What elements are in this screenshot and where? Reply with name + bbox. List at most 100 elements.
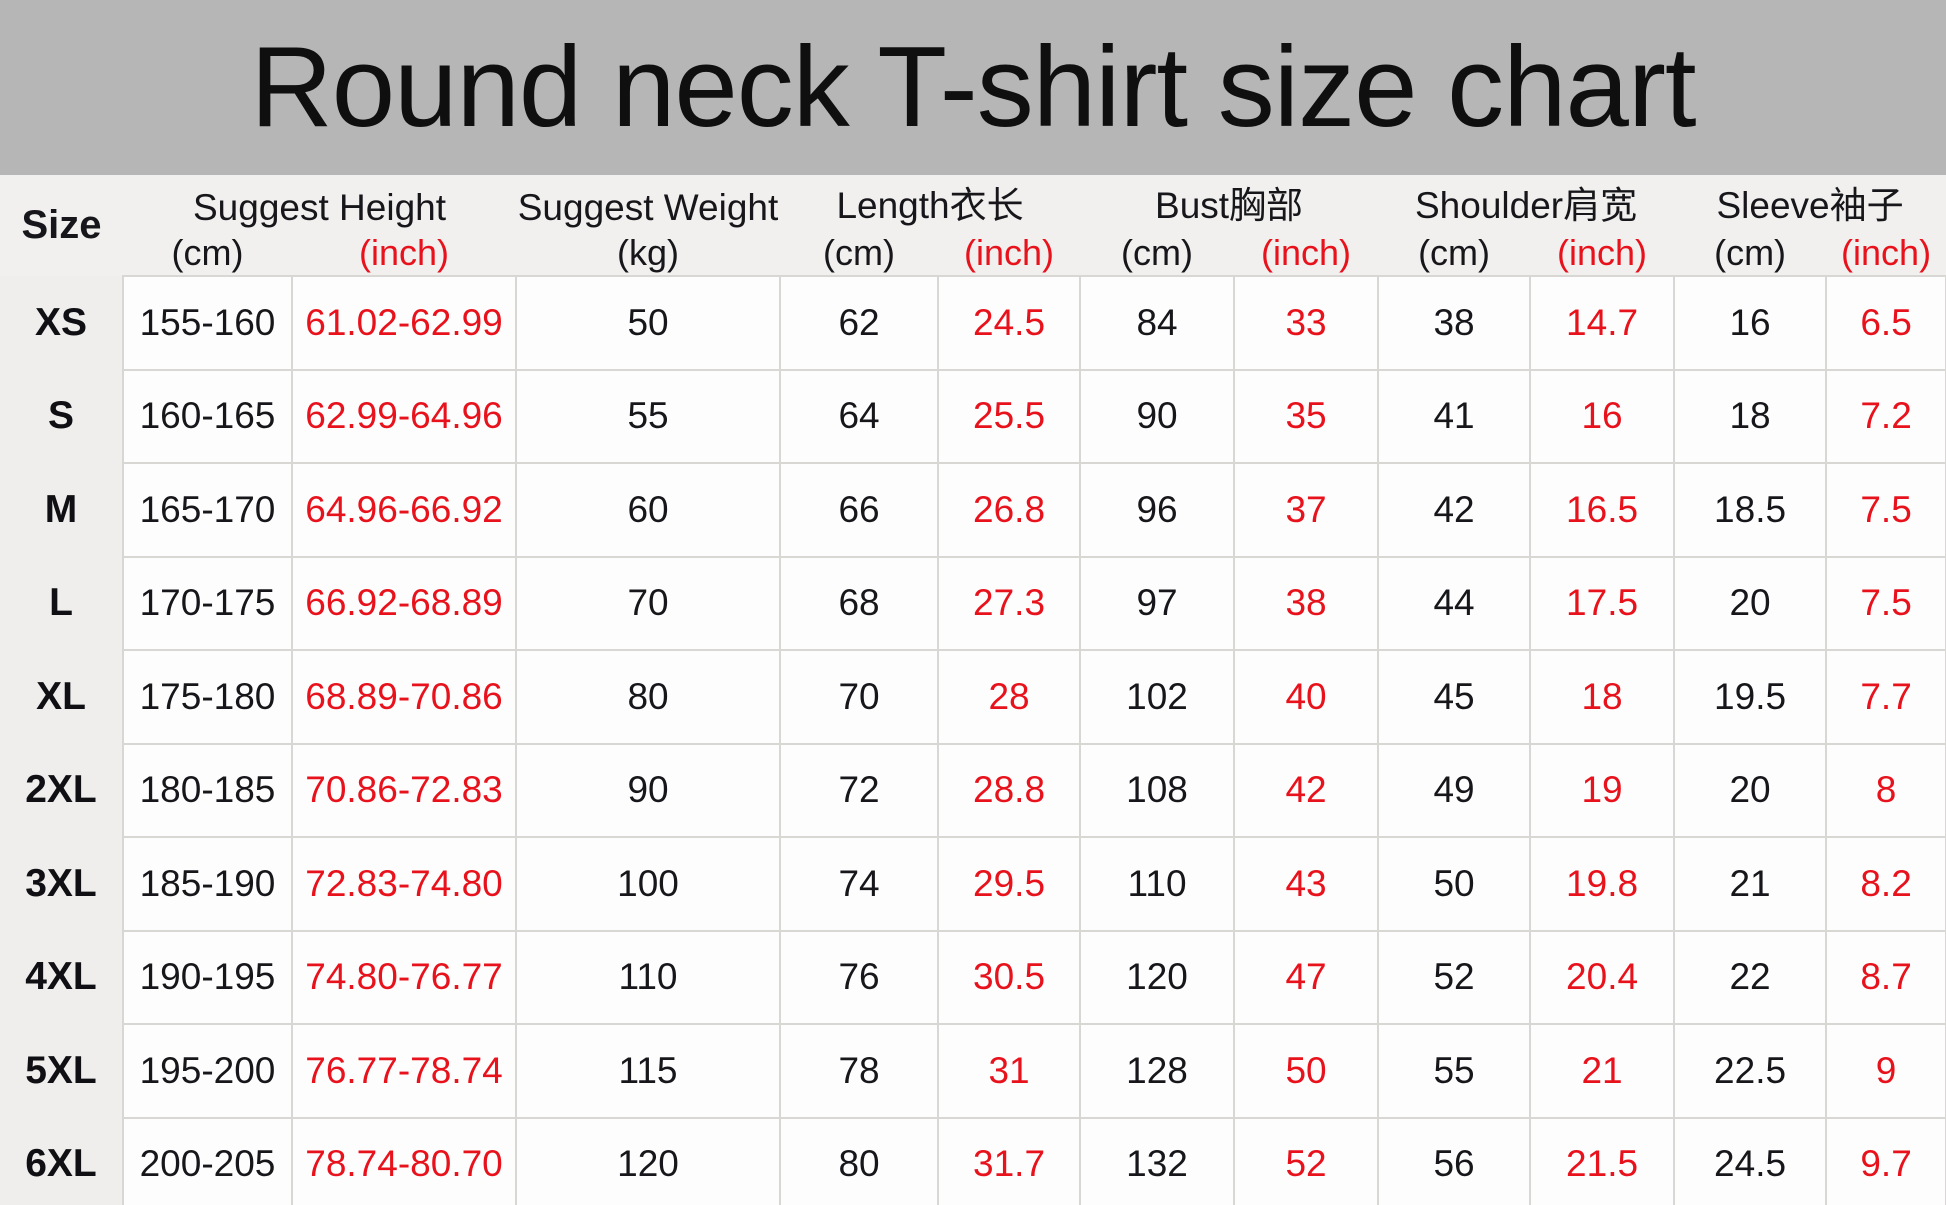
table-row-5xl: 5XL 195-200 76.77-78.74 115 78 31 128 50 55 21 22.… xyxy=(0,1023,1946,1119)
data-cell: 19 xyxy=(1529,742,1676,838)
data-cell: 68.89-70.86 xyxy=(290,649,518,745)
data-cell: 49 xyxy=(1377,742,1532,838)
data-cell: 195-200 xyxy=(122,1023,293,1119)
data-cell: 16 xyxy=(1673,275,1828,371)
data-cell: 70.86-72.83 xyxy=(290,742,518,838)
size-cell: 4XL xyxy=(0,930,123,1024)
size-cell: M xyxy=(0,463,123,557)
data-cell: 70 xyxy=(779,649,940,745)
data-cell: 42 xyxy=(1233,742,1380,838)
size-cell: 6XL xyxy=(0,1117,123,1205)
data-cell: 90 xyxy=(1079,368,1236,464)
unit-header-inch: (inch) xyxy=(1826,231,1946,276)
unit-header-cm: (cm) xyxy=(1674,231,1827,276)
column-group-sleeve: Sleeve袖子 xyxy=(1674,175,1946,231)
size-column-header: Size xyxy=(0,175,123,276)
size-cell: S xyxy=(0,369,123,463)
data-cell: 84 xyxy=(1079,275,1236,371)
data-cell: 185-190 xyxy=(122,836,293,932)
data-cell: 16 xyxy=(1529,368,1676,464)
column-group-length: Length衣长 xyxy=(780,175,1081,231)
data-cell: 20.4 xyxy=(1529,929,1676,1025)
unit-header-cm: (cm) xyxy=(123,231,292,276)
table-row-xs: XS 155-160 61.02-62.99 50 62 24.5 84 33 38 14.7 16… xyxy=(0,275,1946,371)
data-cell: 21 xyxy=(1529,1023,1676,1119)
data-cell: 97 xyxy=(1079,555,1236,651)
data-cell: 66 xyxy=(779,462,940,558)
data-cell: 190-195 xyxy=(122,929,293,1025)
data-cell: 66.92-68.89 xyxy=(290,555,518,651)
data-cell: 35 xyxy=(1233,368,1380,464)
data-cell: 24.5 xyxy=(937,275,1082,371)
data-cell: 8.2 xyxy=(1825,836,1946,932)
data-cell: 18 xyxy=(1673,368,1828,464)
data-cell: 132 xyxy=(1079,1116,1236,1205)
data-cell: 78 xyxy=(779,1023,940,1119)
data-cell: 31 xyxy=(937,1023,1082,1119)
data-cell: 72.83-74.80 xyxy=(290,836,518,932)
table-row-3xl: 3XL 185-190 72.83-74.80 100 74 29.5 110 43 50 19.… xyxy=(0,836,1946,932)
data-cell: 72 xyxy=(779,742,940,838)
data-cell: 24.5 xyxy=(1673,1116,1828,1205)
data-cell: 200-205 xyxy=(122,1116,293,1205)
data-cell: 18 xyxy=(1529,649,1676,745)
size-cell: XS xyxy=(0,276,123,370)
data-cell: 38 xyxy=(1377,275,1532,371)
unit-header-cm: (cm) xyxy=(1378,231,1531,276)
data-cell: 62.99-64.96 xyxy=(290,368,518,464)
data-cell: 175-180 xyxy=(122,649,293,745)
data-cell: 8.7 xyxy=(1825,929,1946,1025)
data-cell: 18.5 xyxy=(1673,462,1828,558)
data-cell: 55 xyxy=(515,368,782,464)
table-row-4xl: 4XL 190-195 74.80-76.77 110 76 30.5 120 47 52 20.… xyxy=(0,929,1946,1025)
column-group-suggest-height: Suggest Height xyxy=(123,175,517,231)
data-cell: 128 xyxy=(1079,1023,1236,1119)
data-cell: 40 xyxy=(1233,649,1380,745)
data-cell: 21 xyxy=(1673,836,1828,932)
data-cell: 37 xyxy=(1233,462,1380,558)
size-chart-table: Size Suggest Height Suggest Weight Length衣… xyxy=(0,175,1946,1205)
data-cell: 30.5 xyxy=(937,929,1082,1025)
data-cell: 17.5 xyxy=(1529,555,1676,651)
data-cell: 28.8 xyxy=(937,742,1082,838)
data-cell: 7.5 xyxy=(1825,555,1946,651)
data-cell: 90 xyxy=(515,742,782,838)
data-cell: 78.74-80.70 xyxy=(290,1116,518,1205)
column-group-bust: Bust胸部 xyxy=(1080,175,1379,231)
data-cell: 108 xyxy=(1079,742,1236,838)
data-cell: 61.02-62.99 xyxy=(290,275,518,371)
data-cell: 102 xyxy=(1079,649,1236,745)
size-cell: 2XL xyxy=(0,743,123,837)
data-cell: 9 xyxy=(1825,1023,1946,1119)
data-cell: 33 xyxy=(1233,275,1380,371)
data-cell: 28 xyxy=(937,649,1082,745)
table-header: Size Suggest Height Suggest Weight Length衣… xyxy=(0,175,1946,276)
data-cell: 22 xyxy=(1673,929,1828,1025)
data-cell: 52 xyxy=(1377,929,1532,1025)
data-cell: 100 xyxy=(515,836,782,932)
data-cell: 170-175 xyxy=(122,555,293,651)
unit-header-row: (cm) (inch) (kg) (cm) (inch) (cm) (inch) (cm) (i… xyxy=(0,231,1946,276)
column-group-shoulder: Shoulder肩宽 xyxy=(1378,175,1675,231)
data-cell: 47 xyxy=(1233,929,1380,1025)
data-cell: 6.5 xyxy=(1825,275,1946,371)
data-cell: 50 xyxy=(1377,836,1532,932)
data-cell: 56 xyxy=(1377,1116,1532,1205)
data-cell: 50 xyxy=(1233,1023,1380,1119)
data-cell: 42 xyxy=(1377,462,1532,558)
data-cell: 60 xyxy=(515,462,782,558)
data-cell: 52 xyxy=(1233,1116,1380,1205)
unit-header-inch: (inch) xyxy=(1234,231,1379,276)
data-cell: 8 xyxy=(1825,742,1946,838)
data-cell: 62 xyxy=(779,275,940,371)
table-row-xl: XL 175-180 68.89-70.86 80 70 28 102 40 45 18 19.5 7… xyxy=(0,649,1946,745)
data-cell: 44 xyxy=(1377,555,1532,651)
data-cell: 38 xyxy=(1233,555,1380,651)
data-cell: 16.5 xyxy=(1529,462,1676,558)
data-cell: 74 xyxy=(779,836,940,932)
data-cell: 110 xyxy=(1079,836,1236,932)
table-row-6xl: 6XL 200-205 78.74-80.70 120 80 31.7 132 52 56 21.… xyxy=(0,1116,1946,1205)
data-cell: 155-160 xyxy=(122,275,293,371)
data-cell: 165-170 xyxy=(122,462,293,558)
